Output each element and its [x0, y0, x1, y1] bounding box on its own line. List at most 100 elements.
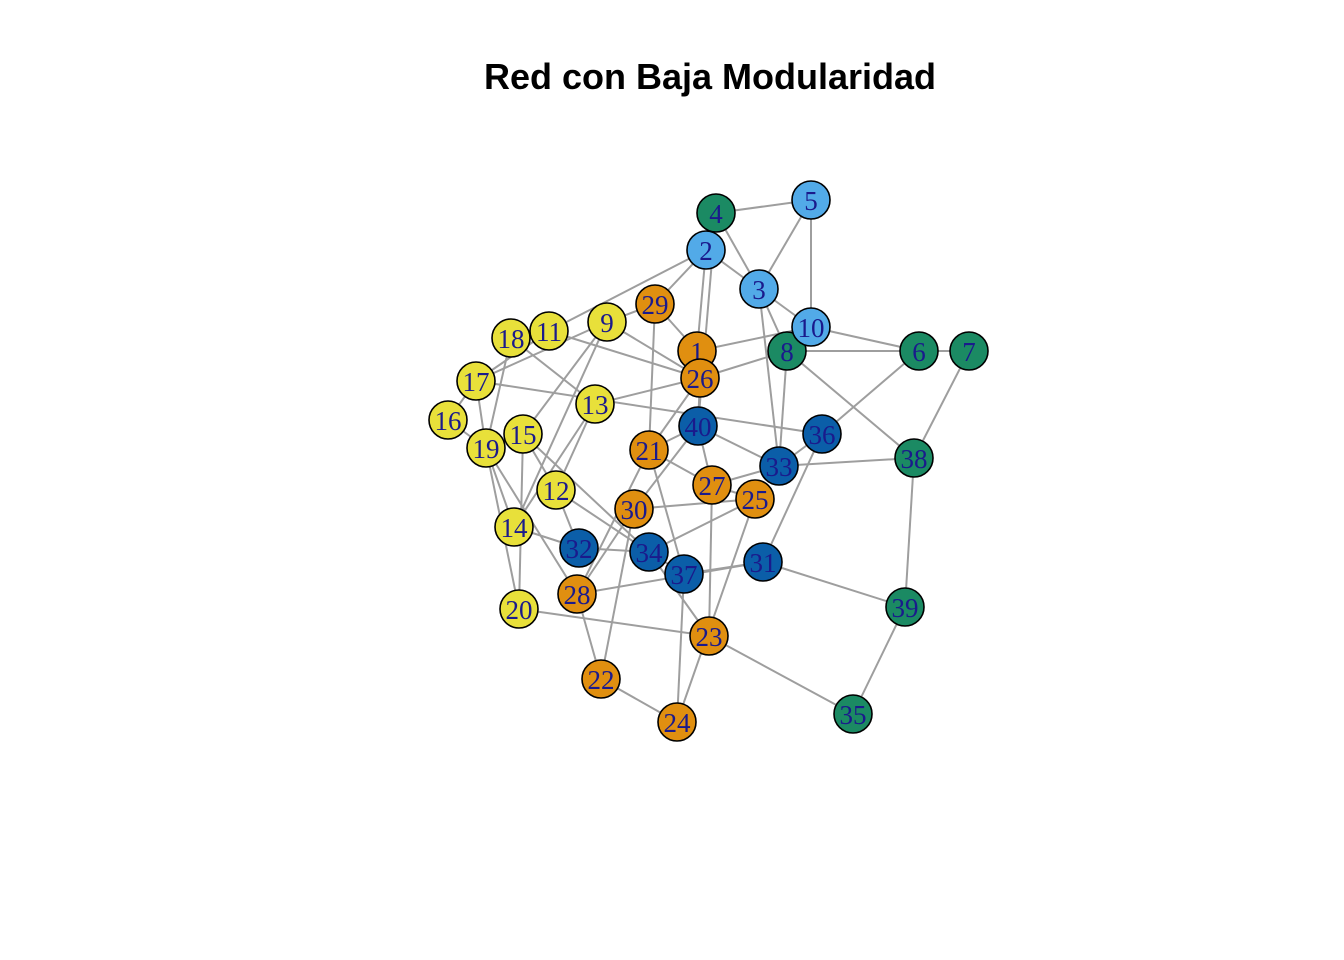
- node-label: 5: [804, 186, 818, 216]
- node-label: 14: [501, 513, 529, 543]
- node-label: 8: [780, 337, 794, 367]
- node-circle: [587, 302, 627, 342]
- node-circle: [767, 331, 807, 371]
- node-circle: [664, 554, 704, 594]
- node-circle: [635, 284, 675, 324]
- node-circle: [536, 470, 576, 510]
- node-circle: [614, 489, 654, 529]
- node-label: 2: [699, 236, 713, 266]
- node-circle: [949, 331, 989, 371]
- node-label: 32: [566, 534, 593, 564]
- node-circle: [791, 307, 831, 347]
- node-30: 30: [614, 489, 654, 529]
- node-14: 14: [494, 507, 534, 547]
- node-circle: [899, 331, 939, 371]
- node-circle: [686, 230, 726, 270]
- edge-33-38: [778, 457, 915, 467]
- edge-8-38: [786, 350, 915, 459]
- node-circle: [735, 479, 775, 519]
- node-circle: [499, 589, 539, 629]
- node-26: 26: [680, 358, 720, 398]
- node-39: 39: [885, 587, 925, 627]
- node-19: 19: [466, 428, 506, 468]
- node-40: 40: [678, 406, 718, 446]
- node-17: 17: [456, 361, 496, 401]
- node-38: 38: [894, 438, 934, 478]
- node-circle: [696, 193, 736, 233]
- node-label: 18: [498, 324, 525, 354]
- node-label: 39: [892, 593, 919, 623]
- node-label: 10: [798, 313, 825, 343]
- node-label: 33: [766, 452, 793, 482]
- edge-21-37: [648, 449, 685, 575]
- node-circle: [802, 414, 842, 454]
- edge-37-24: [676, 573, 685, 723]
- node-label: 11: [536, 317, 562, 347]
- node-22: 22: [581, 659, 621, 699]
- node-label: 9: [600, 308, 614, 338]
- node-label: 16: [435, 406, 462, 436]
- node-circle: [575, 384, 615, 424]
- node-circle: [456, 361, 496, 401]
- node-24: 24: [657, 702, 697, 742]
- node-label: 36: [809, 420, 836, 450]
- node-label: 22: [588, 665, 615, 695]
- node-2: 2: [686, 230, 726, 270]
- node-circle: [529, 311, 569, 351]
- edge-9-14: [513, 321, 608, 528]
- node-label: 4: [709, 199, 723, 229]
- node-label: 26: [687, 364, 714, 394]
- node-circle: [428, 400, 468, 440]
- node-35: 35: [833, 694, 873, 734]
- node-label: 38: [901, 444, 928, 474]
- edge-3-33: [758, 288, 780, 467]
- node-label: 28: [564, 580, 591, 610]
- node-33: 33: [759, 446, 799, 486]
- node-label: 7: [962, 337, 976, 367]
- node-circle: [689, 616, 729, 656]
- edge-30-25: [633, 498, 756, 510]
- node-4: 4: [696, 193, 736, 233]
- page-title: Red con Baja Modularidad: [483, 56, 937, 97]
- node-label: 20: [506, 595, 533, 625]
- node-circle: [894, 438, 934, 478]
- node-34: 34: [629, 532, 669, 572]
- node-9: 9: [587, 302, 627, 342]
- node-circle: [739, 269, 779, 309]
- node-20: 20: [499, 589, 539, 629]
- node-circle: [494, 507, 534, 547]
- node-23: 23: [689, 616, 729, 656]
- node-5: 5: [791, 180, 831, 220]
- node-10: 10: [791, 307, 831, 347]
- edge-2-11: [548, 249, 707, 332]
- node-11: 11: [529, 311, 569, 351]
- edge-23-35: [708, 635, 854, 715]
- node-37: 37: [664, 554, 704, 594]
- node-circle: [629, 532, 669, 572]
- node-label: 17: [463, 367, 490, 397]
- node-27: 27: [692, 465, 732, 505]
- edge-39-38: [904, 457, 915, 608]
- node-7: 7: [949, 331, 989, 371]
- edge-9-15: [522, 321, 608, 435]
- edge-25-24: [676, 498, 756, 723]
- node-label: 24: [664, 708, 692, 738]
- edge-31-39: [762, 561, 906, 608]
- node-label: 19: [473, 434, 500, 464]
- node-25: 25: [735, 479, 775, 519]
- node-28: 28: [557, 574, 597, 614]
- edge-11-26: [548, 330, 701, 379]
- node-label: 31: [750, 548, 777, 578]
- node-18: 18: [491, 318, 531, 358]
- edge-9-17: [475, 321, 608, 382]
- edge-21-28: [576, 449, 650, 595]
- edge-17-36: [475, 380, 823, 435]
- node-label: 6: [912, 337, 926, 367]
- node-label: 27: [699, 471, 726, 501]
- edge-6-36: [821, 350, 920, 435]
- node-circle: [657, 702, 697, 742]
- edge-7-38: [913, 350, 970, 459]
- node-label: 37: [671, 560, 698, 590]
